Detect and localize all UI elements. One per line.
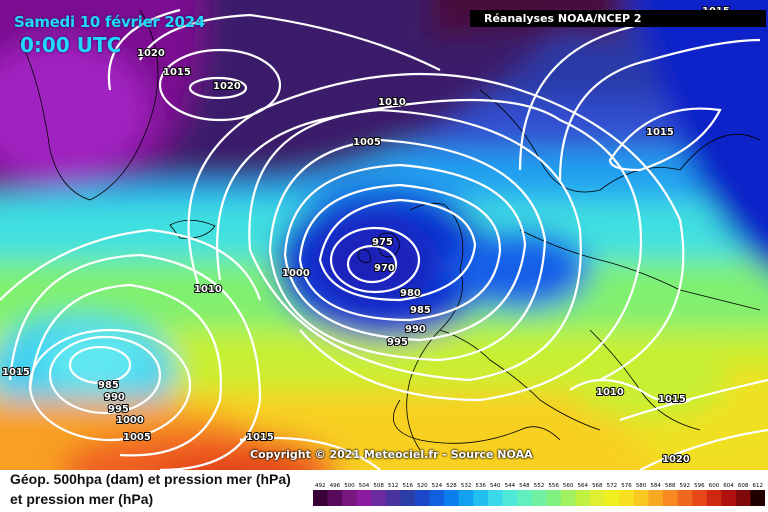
legend-caption-line2: et pression mer (hPa)	[10, 491, 154, 507]
isobar-label: 1020	[137, 48, 165, 59]
scale-label: 496	[330, 483, 341, 489]
scale-label: 520	[417, 483, 428, 489]
scale-swatch	[604, 490, 620, 506]
scale-swatch	[648, 490, 664, 506]
scale-label: 508	[373, 483, 384, 489]
scale-swatch	[473, 490, 489, 506]
scale-label: 608	[738, 483, 749, 489]
source-banner: Réanalyses NOAA/NCEP 2	[470, 10, 766, 27]
scale-swatch	[721, 490, 737, 506]
scale-label: 556	[548, 483, 559, 489]
isobar-label: 990	[405, 324, 426, 335]
low-center-label: 985	[98, 380, 119, 391]
isobar-label: 995	[108, 404, 129, 415]
scale-label: 516	[403, 483, 414, 489]
isobar-label: 1015	[646, 127, 674, 138]
scale-swatch	[444, 490, 460, 506]
scale-swatch	[575, 490, 591, 506]
scale-label: 596	[694, 483, 705, 489]
scale-label: 504	[359, 483, 370, 489]
isobar-labels: 1020 1015 1020 1010 1005 1015 1000 975 9…	[1, 5, 731, 466]
isobar-label: 1015	[2, 367, 30, 378]
isobar-label: 1000	[116, 415, 144, 426]
scale-swatch	[487, 490, 503, 506]
scale-swatch	[706, 490, 722, 506]
scale-swatch	[327, 490, 343, 506]
scale-swatch	[517, 490, 533, 506]
scale-swatch	[560, 490, 576, 506]
scale-label: 540	[490, 483, 501, 489]
scale-label: 584	[650, 483, 661, 489]
scale-swatch	[692, 490, 707, 506]
isobar-label: 1005	[123, 432, 151, 443]
scale-label: 612	[752, 483, 763, 489]
scale-swatch	[429, 490, 445, 506]
scale-swatch	[342, 490, 358, 506]
scale-label: 588	[665, 483, 676, 489]
weather-map: 1020 1015 1020 1010 1005 1015 1000 975 9…	[0, 0, 768, 470]
scale-swatch	[502, 490, 518, 506]
low-center-label: 970	[374, 263, 395, 274]
scale-swatch	[633, 490, 649, 506]
scale-label: 560	[563, 483, 574, 489]
scale-swatch	[458, 490, 474, 506]
isobar-label: 995	[387, 337, 408, 348]
scale-swatch	[619, 490, 635, 506]
map-canvas: 1020 1015 1020 1010 1005 1015 1000 975 9…	[0, 0, 768, 470]
scale-swatch	[662, 490, 678, 506]
scale-swatch	[735, 490, 751, 506]
scale-label: 572	[607, 483, 618, 489]
scale-swatch	[385, 490, 401, 506]
isobar-label: 1015	[246, 432, 274, 443]
scale-swatch	[356, 490, 372, 506]
isobar-label: 1010	[194, 284, 222, 295]
scale-label: 604	[723, 483, 734, 489]
scale-label: 532	[461, 483, 472, 489]
isobar-label: 1015	[163, 67, 191, 78]
scale-label: 528	[446, 483, 457, 489]
scale-label: 592	[680, 483, 691, 489]
scale-swatch	[750, 490, 765, 506]
isobar-label: 1020	[662, 454, 690, 465]
isobar-label: 1005	[353, 137, 381, 148]
scale-label: 544	[505, 483, 516, 489]
scale-swatch	[415, 490, 430, 506]
isobar-label: 975	[372, 237, 393, 248]
scale-label: 548	[519, 483, 530, 489]
scale-label: 492	[315, 483, 326, 489]
scale-label: 552	[534, 483, 545, 489]
scale-swatch	[546, 490, 562, 506]
scale-swatch	[371, 490, 387, 506]
scale-swatch	[313, 490, 328, 506]
scale-label: 600	[709, 483, 720, 489]
map-date: Samedi 10 février 2024	[14, 13, 205, 31]
scale-swatch	[400, 490, 416, 506]
scale-label: 500	[344, 483, 355, 489]
color-scale: 492 496 500 504 508 512 516 520 524 528 532 536 540 5…	[313, 483, 765, 506]
scale-label: 580	[636, 483, 647, 489]
scale-label: 512	[388, 483, 399, 489]
isobar-label: 990	[104, 392, 125, 403]
isobars	[0, 8, 768, 470]
isobar-label: 1020	[213, 81, 241, 92]
copyright-text: Copyright © 2021 Meteociel.fr - Source N…	[250, 448, 533, 461]
scale-label: 536	[475, 483, 486, 489]
scale-label: 568	[592, 483, 603, 489]
isobar-label: 1010	[596, 387, 624, 398]
map-time: 0:00 UTC	[20, 33, 122, 57]
scale-swatch	[531, 490, 547, 506]
isobar-label: 1000	[282, 268, 310, 279]
scale-label: 524	[432, 483, 443, 489]
scale-label: 564	[577, 483, 588, 489]
legend-caption: Géop. 500hpa (dam) et pression mer (hPa)	[10, 471, 291, 487]
isobar-label: 1010	[378, 97, 406, 108]
isobar-label: 1015	[658, 394, 686, 405]
scale-swatch	[590, 490, 605, 506]
isobar-label: 980	[400, 288, 421, 299]
scale-label: 576	[621, 483, 632, 489]
isobar-label: 985	[410, 305, 431, 316]
scale-swatch	[677, 490, 693, 506]
